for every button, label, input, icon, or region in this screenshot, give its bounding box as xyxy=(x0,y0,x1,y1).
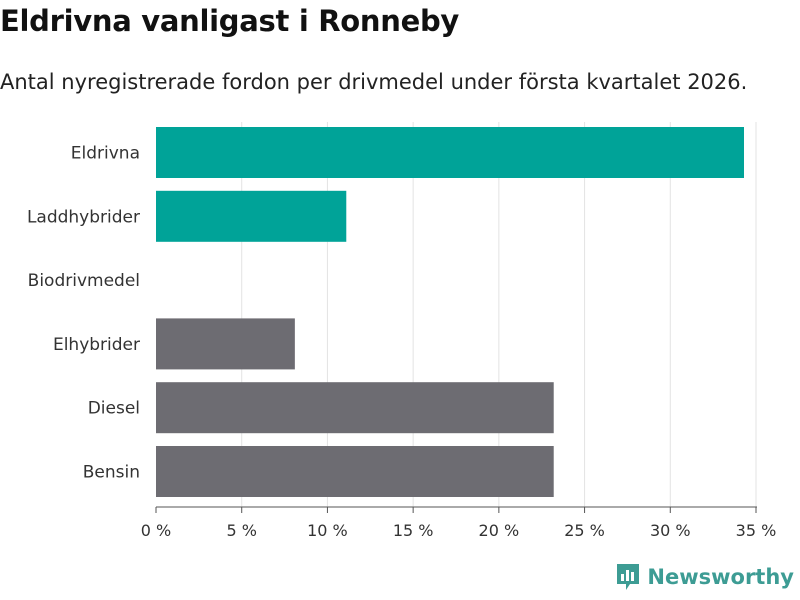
bar xyxy=(156,127,744,178)
x-tick-label: 5 % xyxy=(226,521,256,540)
x-tick-label: 30 % xyxy=(650,521,691,540)
x-tick-label: 25 % xyxy=(564,521,605,540)
x-tick-label: 0 % xyxy=(141,521,171,540)
bar xyxy=(156,318,295,370)
category-label: Biodrivmedel xyxy=(28,271,140,291)
chart-subtitle: Antal nyregistrerade fordon per drivmede… xyxy=(0,70,748,94)
newsworthy-logo: Newsworthy xyxy=(615,562,794,592)
bar-chart: Eldrivna Laddhybrider Biodrivmedel Elhybrid… xyxy=(27,122,777,540)
newsworthy-logo-text: Newsworthy xyxy=(647,565,794,589)
category-label: Eldrivna xyxy=(71,144,140,164)
bar xyxy=(156,382,554,434)
newsworthy-logo-icon xyxy=(617,564,640,590)
x-tick-label: 35 % xyxy=(736,521,777,540)
bar xyxy=(156,190,347,242)
category-label: Bensin xyxy=(83,463,140,483)
x-tick-label: 15 % xyxy=(393,521,434,540)
chart-title: Eldrivna vanligast i Ronneby xyxy=(0,4,460,38)
x-tick-label: 10 % xyxy=(307,521,348,540)
x-tick-label: 20 % xyxy=(479,521,520,540)
category-label: Diesel xyxy=(88,399,140,419)
category-label: Elhybrider xyxy=(53,335,140,355)
bar xyxy=(156,446,554,497)
category-label: Laddhybrider xyxy=(27,207,140,227)
